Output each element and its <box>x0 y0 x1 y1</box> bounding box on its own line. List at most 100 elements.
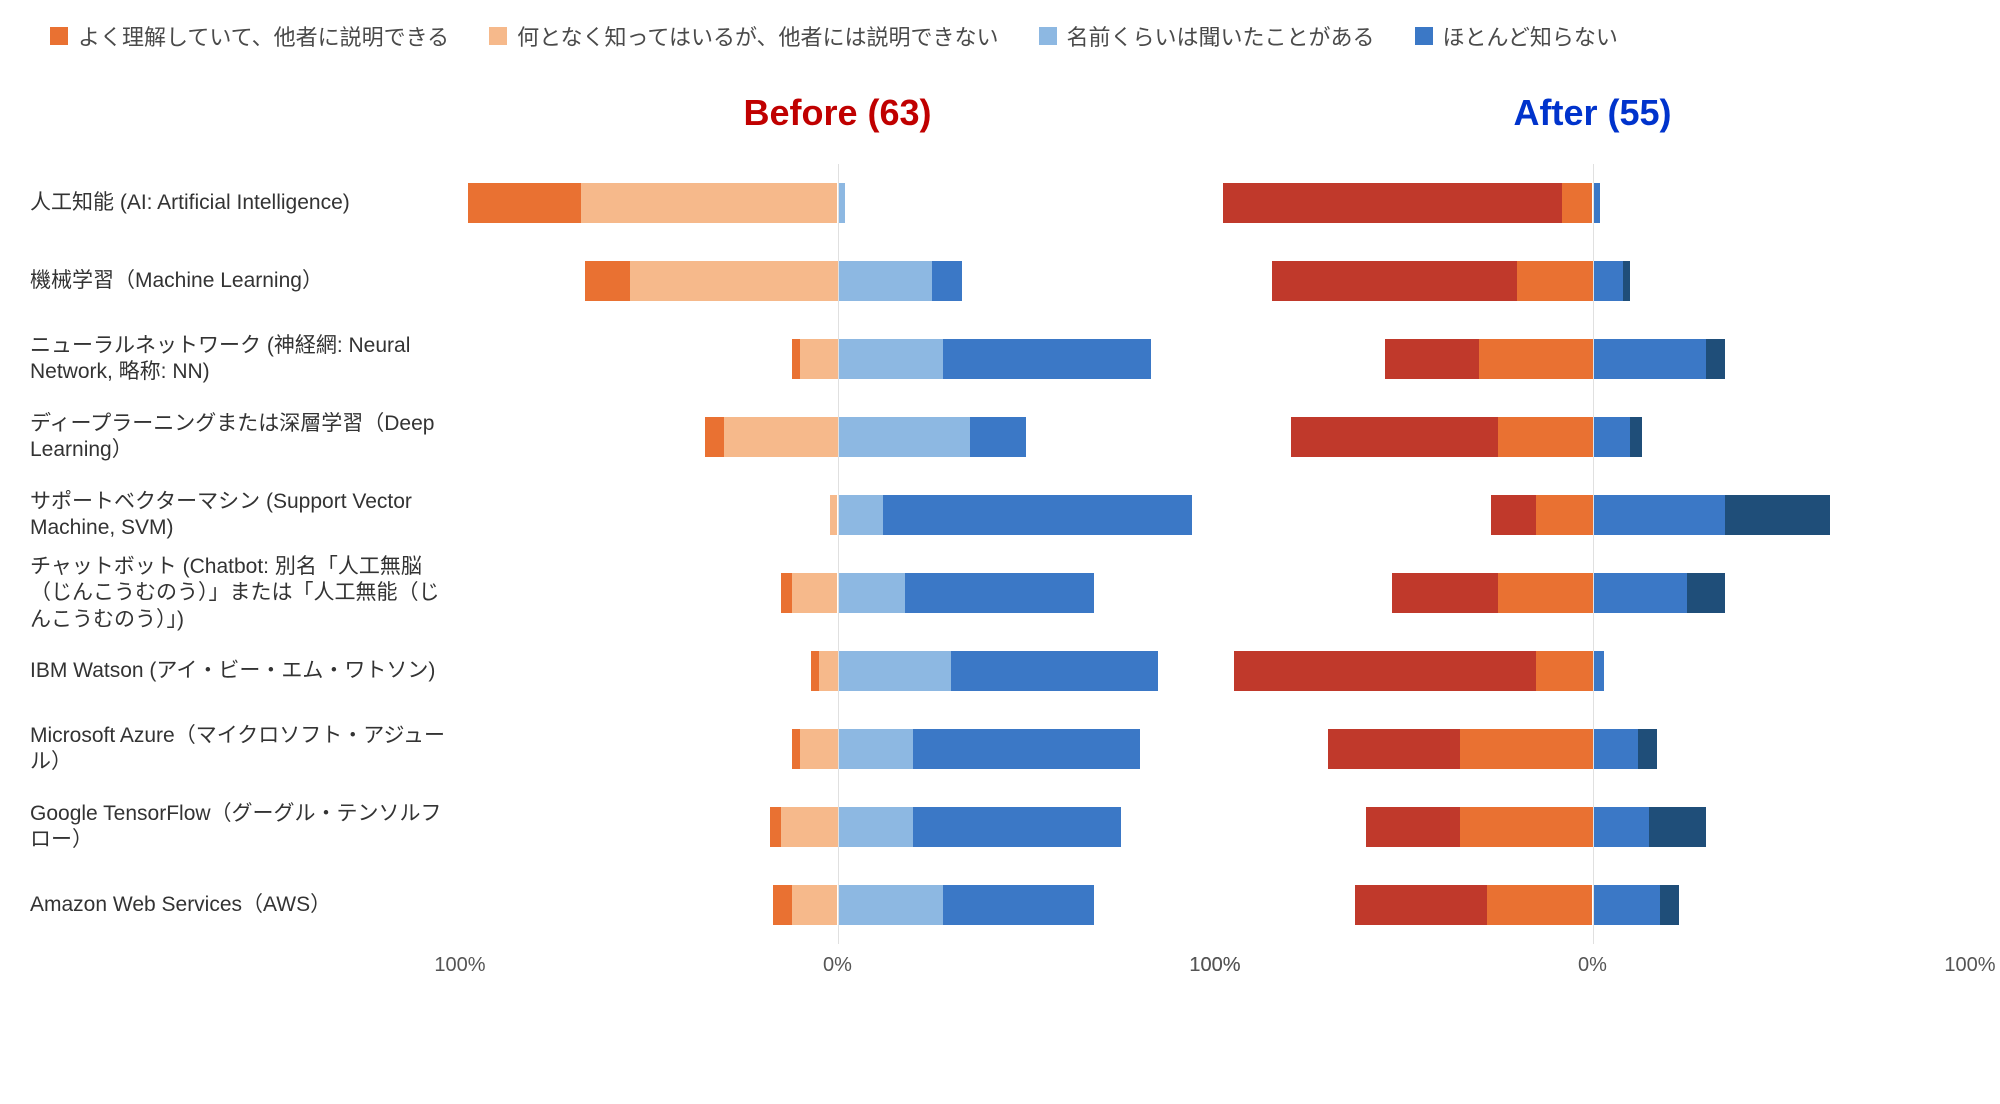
after-panel-7-seg-a4 <box>1638 729 1657 769</box>
legend-item-3: 名前くらいは聞いたことがある <box>1039 20 1375 52</box>
after-panel-9-seg-a1 <box>1355 885 1487 925</box>
after-panel-0 <box>1215 164 1970 242</box>
before-panel-6 <box>460 632 1215 710</box>
before-panel-1 <box>460 242 1215 320</box>
chart-row: 機械学習（Machine Learning） <box>30 242 1970 320</box>
axis-after-mid: 0% <box>1578 954 1607 977</box>
category-label: Amazon Web Services（AWS） <box>30 892 460 918</box>
before-panel-8-seg-s2 <box>781 807 838 847</box>
after-panel-3-seg-a3 <box>1593 417 1631 457</box>
after-panel-0-seg-a3 <box>1593 183 1601 223</box>
titles-row: Before (63) After (55) <box>30 92 1970 134</box>
after-panel-5 <box>1215 554 1970 633</box>
after-panel-9-seg-a4 <box>1660 885 1679 925</box>
chart-area: 人工知能 (AI: Artificial Intelligence) 機械学習（M… <box>30 164 1970 944</box>
after-panel-5-seg-a1 <box>1392 573 1498 613</box>
after-panel-3-seg-a2 <box>1498 417 1592 457</box>
category-label: Google TensorFlow（グーグル・テンソルフロー） <box>30 801 460 854</box>
after-panel-8-seg-a3 <box>1593 807 1650 847</box>
before-panel-2-seg-s2 <box>800 339 838 379</box>
category-label: Microsoft Azure（マイクロソフト・アジュール） <box>30 723 460 776</box>
after-panel-3-seg-a4 <box>1630 417 1641 457</box>
before-panel-4-seg-s3 <box>838 495 883 535</box>
category-label: チャットボット (Chatbot: 別名「人工無脳（じんこうむのう）」または「人… <box>30 554 460 633</box>
after-panel-3-seg-a1 <box>1291 417 1499 457</box>
before-panel-9-seg-s4 <box>943 885 1094 925</box>
title-after: After (55) <box>1215 92 1970 134</box>
before-panel-7-seg-s4 <box>913 729 1140 769</box>
after-panel-0-seg-a1 <box>1223 183 1563 223</box>
before-panel-5-seg-s2 <box>792 573 837 613</box>
chart-row: Google TensorFlow（グーグル・テンソルフロー） <box>30 788 1970 866</box>
after-panel-2-seg-a1 <box>1385 339 1479 379</box>
after-panel-4-seg-a3 <box>1593 495 1725 535</box>
legend-label-2: 何となく知ってはいるが、他者には説明できない <box>517 20 998 52</box>
category-label: 人工知能 (AI: Artificial Intelligence) <box>30 190 460 216</box>
chart-row: Amazon Web Services（AWS） <box>30 866 1970 944</box>
after-panel-8-seg-a4 <box>1649 807 1706 847</box>
category-label: ディープラーニングまたは深層学習（Deep Learning） <box>30 411 460 464</box>
before-panel-2-seg-s4 <box>943 339 1151 379</box>
chart-row: Microsoft Azure（マイクロソフト・アジュール） <box>30 710 1970 788</box>
before-panel-9-seg-s1 <box>773 885 792 925</box>
before-panel-3-seg-s4 <box>970 417 1027 457</box>
after-panel-1-seg-a4 <box>1623 261 1631 301</box>
axis-row: 100% 0% 100% 100% 0% 100% <box>30 954 1970 984</box>
category-label: 機械学習（Machine Learning） <box>30 268 460 294</box>
legend-item-4: ほとんど知らない <box>1415 20 1618 52</box>
after-panel-6-seg-a3 <box>1593 651 1604 691</box>
legend-swatch-4 <box>1415 27 1433 45</box>
before-panel-5-seg-s1 <box>781 573 792 613</box>
before-panel-7-seg-s3 <box>838 729 914 769</box>
before-panel-6-seg-s1 <box>811 651 819 691</box>
category-label: サポートベクターマシン (Support Vector Machine, SVM… <box>30 489 460 542</box>
after-panel-4 <box>1215 476 1970 554</box>
after-panel-5-seg-a2 <box>1498 573 1592 613</box>
before-panel-5 <box>460 554 1215 633</box>
before-panel-6-seg-s4 <box>951 651 1159 691</box>
after-panel-1-seg-a3 <box>1593 261 1623 301</box>
before-panel-1-seg-s2 <box>630 261 838 301</box>
category-label: ニューラルネットワーク (神経網: Neural Network, 略称: NN… <box>30 333 460 386</box>
after-panel-3 <box>1215 398 1970 476</box>
category-label: IBM Watson (アイ・ビー・エム・ワトソン) <box>30 658 460 684</box>
before-panel-8 <box>460 788 1215 866</box>
after-panel-2-seg-a3 <box>1593 339 1706 379</box>
before-panel-0-seg-s2 <box>581 183 838 223</box>
after-panel-7 <box>1215 710 1970 788</box>
before-panel-0-seg-s1 <box>468 183 581 223</box>
before-panel-0-seg-s3 <box>838 183 846 223</box>
axis-before-left: 100% <box>434 954 485 977</box>
after-panel-7-seg-a2 <box>1460 729 1592 769</box>
legend-swatch-2 <box>489 27 507 45</box>
before-panel-4-seg-s4 <box>883 495 1193 535</box>
before-panel-2 <box>460 320 1215 398</box>
after-panel-6-seg-a1 <box>1234 651 1536 691</box>
before-panel-9-seg-s2 <box>792 885 837 925</box>
before-panel-0 <box>460 164 1215 242</box>
before-panel-8-seg-s3 <box>838 807 914 847</box>
legend-label-1: よく理解していて、他者に説明できる <box>78 20 449 52</box>
after-panel-0-seg-a2 <box>1562 183 1592 223</box>
before-panel-8-seg-s4 <box>913 807 1121 847</box>
after-panel-8-seg-a1 <box>1366 807 1460 847</box>
before-panel-2-seg-s3 <box>838 339 944 379</box>
after-panel-5-seg-a4 <box>1687 573 1725 613</box>
before-panel-7 <box>460 710 1215 788</box>
before-panel-7-seg-s2 <box>800 729 838 769</box>
before-panel-3-seg-s2 <box>724 417 837 457</box>
after-panel-5-seg-a3 <box>1593 573 1687 613</box>
before-panel-1-seg-s1 <box>585 261 630 301</box>
before-panel-3-seg-s1 <box>705 417 724 457</box>
legend-label-3: 名前くらいは聞いたことがある <box>1067 20 1375 52</box>
legend: よく理解していて、他者に説明できる 何となく知ってはいるが、他者には説明できない… <box>30 20 1970 52</box>
chart-row: 人工知能 (AI: Artificial Intelligence) <box>30 164 1970 242</box>
before-panel-9 <box>460 866 1215 944</box>
after-panel-2-seg-a2 <box>1479 339 1592 379</box>
before-panel-3-seg-s3 <box>838 417 970 457</box>
after-panel-2 <box>1215 320 1970 398</box>
after-panel-6 <box>1215 632 1970 710</box>
chart-row: ディープラーニングまたは深層学習（Deep Learning） <box>30 398 1970 476</box>
legend-item-2: 何となく知ってはいるが、他者には説明できない <box>489 20 998 52</box>
after-panel-9 <box>1215 866 1970 944</box>
